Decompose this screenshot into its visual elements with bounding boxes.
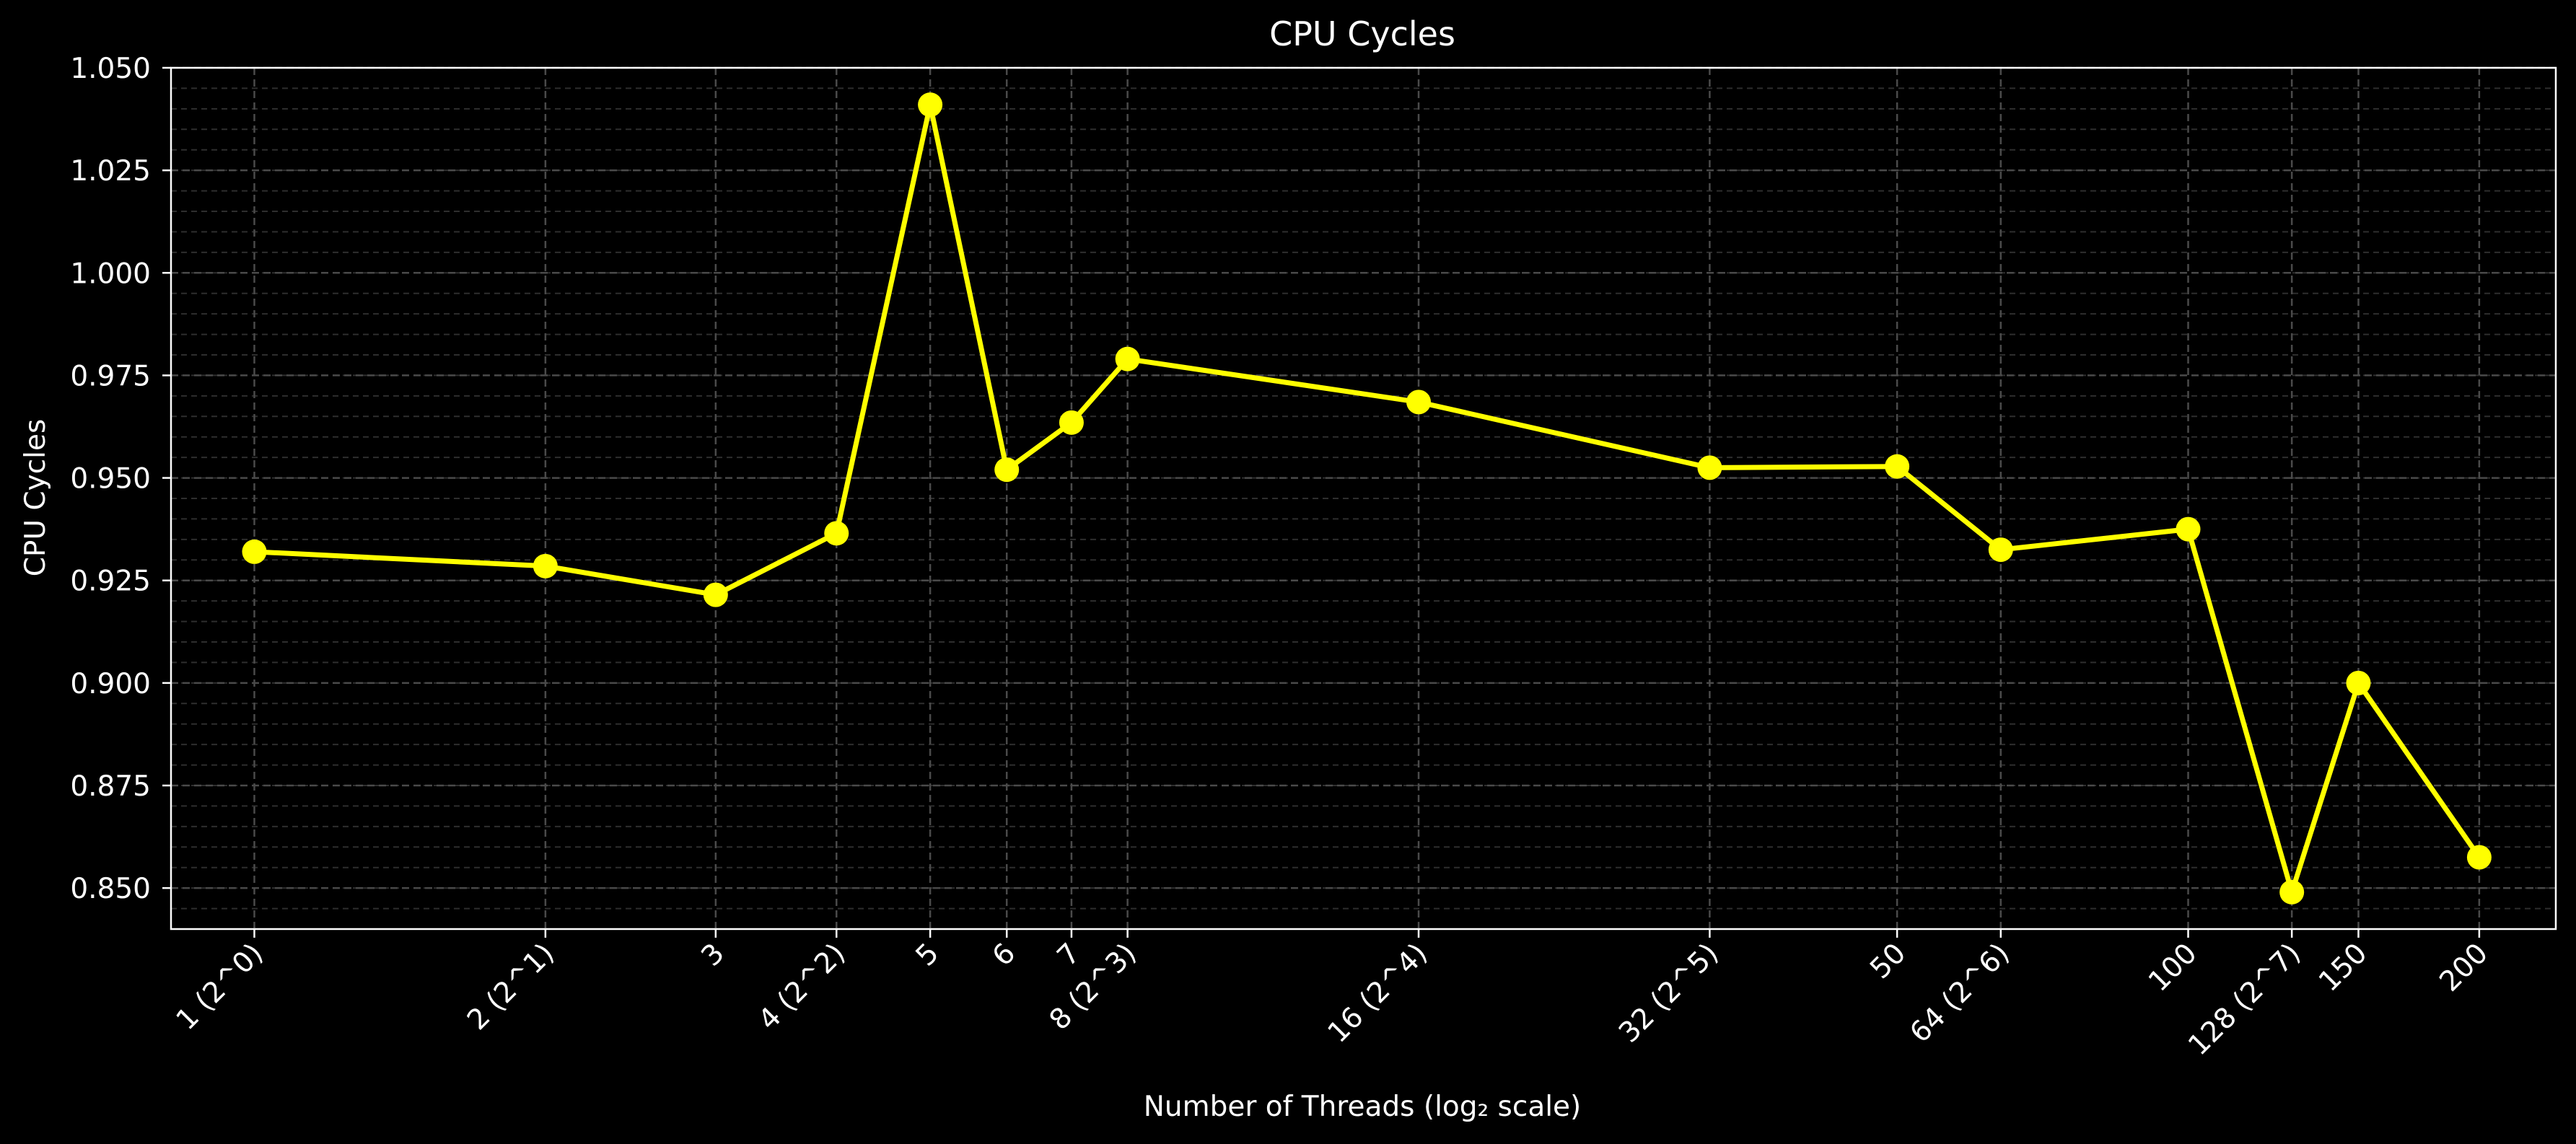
y-tick-label: 0.850 (70, 873, 151, 905)
y-tick-label: 0.900 (70, 668, 151, 700)
series-line (252, 102, 2482, 895)
data-point (1406, 390, 1432, 415)
data-point (2279, 879, 2305, 905)
data-point (2466, 845, 2492, 870)
data-point (1885, 454, 1910, 479)
data-point (242, 539, 267, 564)
data-point (918, 92, 943, 118)
y-tick-label: 0.925 (70, 566, 151, 598)
data-point (1988, 537, 2013, 563)
y-axis-label: CPU Cycles (19, 419, 52, 577)
y-tick-label: 1.050 (70, 53, 151, 85)
data-point (2346, 670, 2371, 695)
chart-title: CPU Cycles (1269, 14, 1455, 53)
data-point (1697, 455, 1722, 480)
data-point (703, 582, 728, 607)
y-tick-label: 0.875 (70, 770, 151, 803)
grid-layer (171, 66, 2556, 930)
data-point (824, 521, 849, 546)
y-tick-label: 1.025 (70, 155, 151, 188)
data-point (994, 457, 1020, 483)
plot-frame (170, 66, 2557, 930)
y-tick-label: 0.950 (70, 463, 151, 496)
series-layer (242, 92, 2492, 905)
y-tick-label: 1.000 (70, 258, 151, 290)
data-point (2176, 516, 2201, 542)
data-point (1059, 410, 1084, 435)
data-point (533, 553, 558, 578)
x-axis-label: Number of Threads (log₂ scale) (1144, 1091, 1582, 1123)
data-point (1115, 346, 1140, 371)
y-tick-label: 0.975 (70, 360, 151, 392)
